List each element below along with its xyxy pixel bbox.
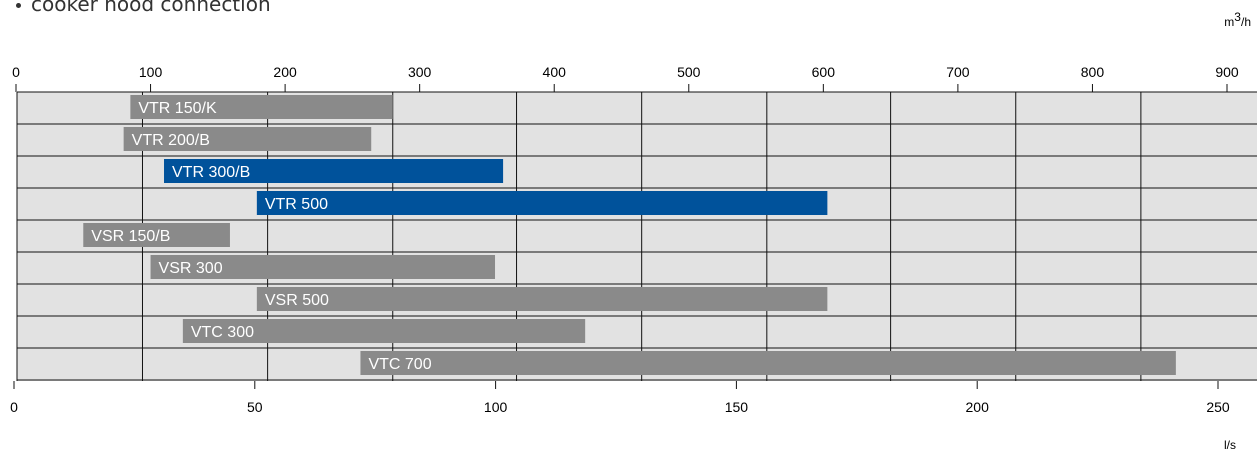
unit-bottom-label: l/s <box>1224 438 1236 452</box>
tick-label-bottom: 50 <box>247 399 263 415</box>
note: cooker hood connection <box>16 0 271 16</box>
unit-top-exp: 3 <box>1234 10 1241 24</box>
bar-label: VSR 500 <box>265 292 329 309</box>
tick-label-top: 0 <box>12 64 20 80</box>
bar-label: VTR 150/K <box>138 100 217 117</box>
bar-label: VTR 500 <box>265 196 328 213</box>
tick-label-top: 700 <box>946 64 970 80</box>
tick-label-bottom: 100 <box>484 399 508 415</box>
tick-label-top: 200 <box>273 64 297 80</box>
tick-label-bottom: 250 <box>1206 399 1230 415</box>
bar-label: VTC 700 <box>368 356 431 373</box>
tick-label-bottom: 150 <box>725 399 749 415</box>
bar <box>130 95 393 119</box>
bar-label: VTR 300/B <box>172 164 250 181</box>
bar <box>164 159 504 183</box>
tick-label-top: 600 <box>812 64 836 80</box>
tick-label-bottom: 0 <box>10 399 18 415</box>
tick-label-top: 800 <box>1081 64 1105 80</box>
note-text: cooker hood connection <box>31 0 271 16</box>
bar <box>123 127 372 151</box>
tick-label-top: 400 <box>543 64 567 80</box>
bar-label: VSR 150/B <box>91 228 170 245</box>
tick-label-bottom: 200 <box>966 399 990 415</box>
tick-label-top: 100 <box>139 64 163 80</box>
bar <box>182 319 586 343</box>
unit-top-base: m <box>1224 15 1235 29</box>
tick-label-top: 500 <box>677 64 701 80</box>
bar <box>83 223 230 247</box>
bar <box>360 351 1176 375</box>
bar <box>150 255 496 279</box>
bar <box>256 191 828 215</box>
bar-label: VTR 200/B <box>132 132 210 149</box>
bar-label: VTC 300 <box>191 324 254 341</box>
bar-label: VSR 300 <box>159 260 223 277</box>
unit-top-label: m3/h <box>1224 10 1251 29</box>
bar <box>256 287 828 311</box>
tick-label-top: 300 <box>408 64 432 80</box>
bullet-icon <box>16 3 21 8</box>
tick-label-top: 900 <box>1215 64 1239 80</box>
unit-top-suffix: /h <box>1240 15 1251 29</box>
